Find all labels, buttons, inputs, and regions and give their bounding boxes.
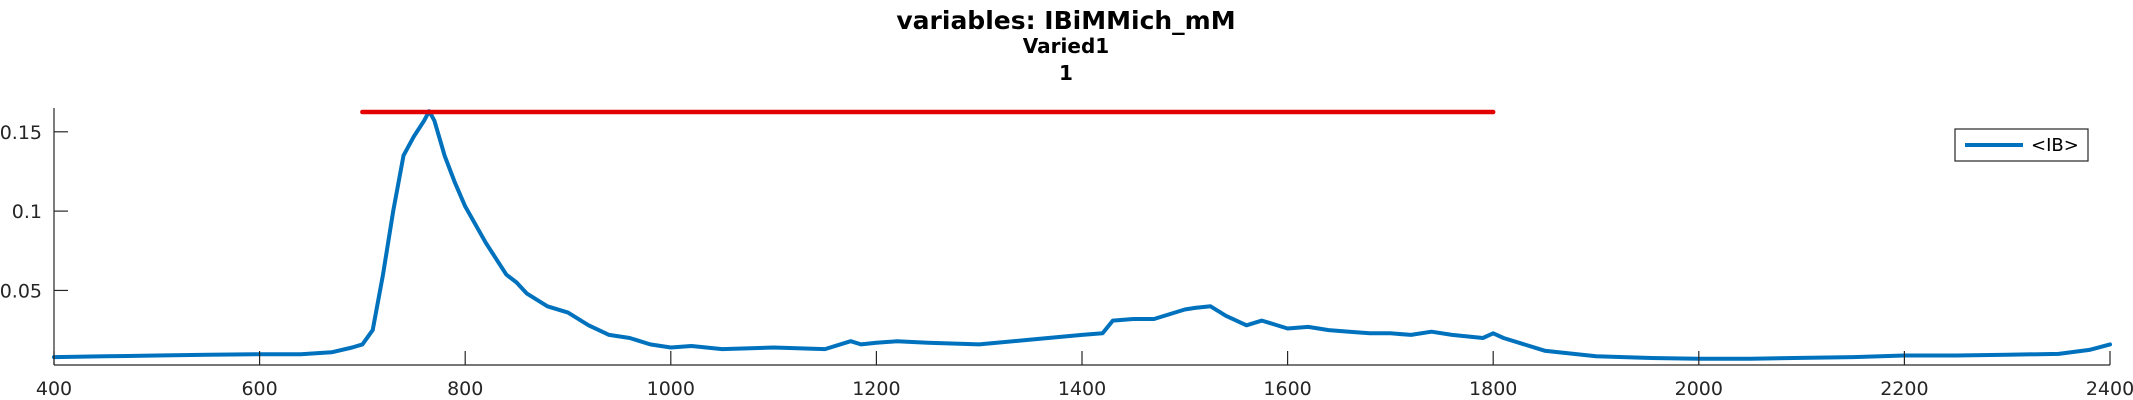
x-tick-label: 1000 bbox=[647, 378, 695, 400]
x-tick-label: 1600 bbox=[1263, 378, 1311, 400]
y-tick-label: 0.05 bbox=[0, 280, 42, 302]
series-line-ib bbox=[52, 109, 2112, 361]
chart-subtitle-line-2: 1 bbox=[1059, 61, 1073, 85]
chart-title: variables: IBiMMich_mM bbox=[896, 6, 1235, 35]
x-tick-label: 2200 bbox=[1880, 378, 1928, 400]
x-tick-label: 1200 bbox=[852, 378, 900, 400]
series-layer bbox=[52, 109, 2112, 361]
legend-entry: <IB> bbox=[2031, 135, 2079, 156]
tick-labels: 400 600 800 1000 1200 1400 1600 1800 2000 2200 240… bbox=[0, 122, 2133, 400]
x-tick-label: 600 bbox=[241, 378, 277, 400]
x-tick-label: 1800 bbox=[1469, 378, 1517, 400]
chart-subtitle-line-1: Varied1 bbox=[1023, 34, 1109, 58]
x-tick-label: 800 bbox=[447, 378, 483, 400]
x-tick-label: 2000 bbox=[1675, 378, 1723, 400]
legend[interactable]: <IB> bbox=[1954, 128, 2089, 162]
y-tick-label: 0.15 bbox=[0, 122, 42, 144]
y-tick-label: 0.1 bbox=[12, 201, 42, 223]
x-tick-label: 2400 bbox=[2086, 378, 2133, 400]
axes bbox=[53, 108, 2111, 366]
x-tick-label: 400 bbox=[36, 378, 72, 400]
x-tick-label: 1400 bbox=[1058, 378, 1106, 400]
